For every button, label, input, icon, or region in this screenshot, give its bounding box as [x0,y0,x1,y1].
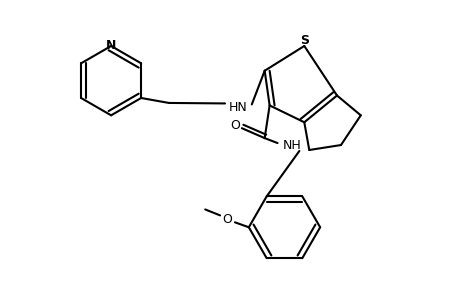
Text: N: N [106,40,116,52]
Text: O: O [230,119,240,132]
Text: NH: NH [282,139,301,152]
Text: HN: HN [228,101,247,114]
Text: S: S [299,34,308,46]
Text: O: O [222,213,231,226]
